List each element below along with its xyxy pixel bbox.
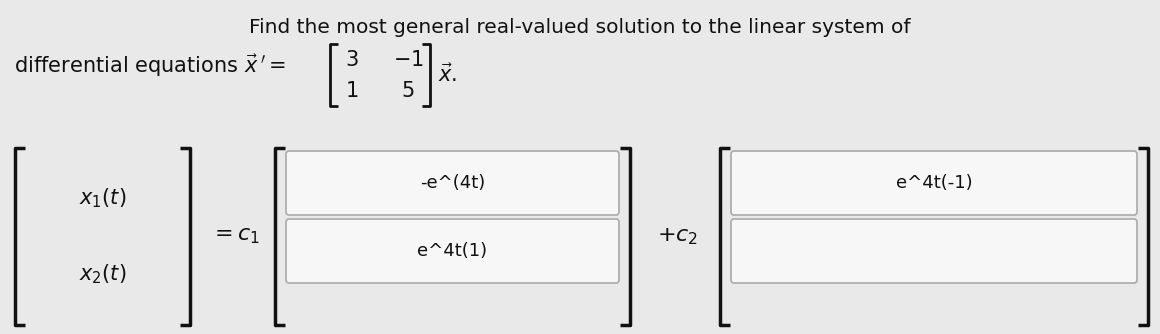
Text: $x_2(t)$: $x_2(t)$ xyxy=(79,263,126,286)
FancyBboxPatch shape xyxy=(287,151,619,215)
Text: $-1$: $-1$ xyxy=(392,50,423,70)
Text: e^4t(1): e^4t(1) xyxy=(418,242,487,260)
Text: $x_1(t)$: $x_1(t)$ xyxy=(79,187,126,210)
Text: $+ c_2$: $+ c_2$ xyxy=(658,226,698,247)
Text: e^4t(-1): e^4t(-1) xyxy=(896,174,972,192)
Text: -e^(4t): -e^(4t) xyxy=(420,174,485,192)
Text: $\vec{x}.$: $\vec{x}.$ xyxy=(438,63,457,87)
Text: $1$: $1$ xyxy=(346,81,358,101)
Text: Find the most general real-valued solution to the linear system of: Find the most general real-valued soluti… xyxy=(249,18,911,37)
Text: $5$: $5$ xyxy=(401,81,414,101)
Text: $= c_1$: $= c_1$ xyxy=(210,226,260,246)
Text: $3$: $3$ xyxy=(346,50,358,70)
FancyBboxPatch shape xyxy=(731,219,1137,283)
FancyBboxPatch shape xyxy=(731,151,1137,215)
FancyBboxPatch shape xyxy=(287,219,619,283)
Text: differential equations $\vec{x}\,' = $: differential equations $\vec{x}\,' = $ xyxy=(14,52,287,79)
